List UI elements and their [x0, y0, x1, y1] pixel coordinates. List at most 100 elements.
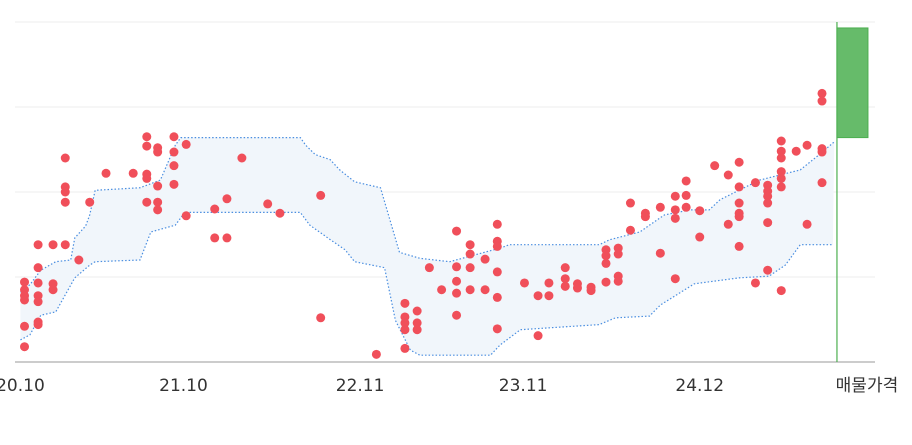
data-point — [763, 218, 773, 228]
data-point — [465, 249, 475, 259]
data-point — [723, 170, 733, 180]
data-point — [128, 168, 138, 178]
data-point — [572, 283, 582, 293]
data-point — [181, 211, 191, 221]
data-point — [492, 324, 502, 334]
data-point — [750, 178, 760, 188]
data-point — [74, 255, 84, 265]
data-point — [210, 233, 220, 243]
data-point — [681, 190, 691, 200]
data-point — [33, 240, 43, 250]
data-point — [275, 208, 285, 218]
data-point — [142, 141, 152, 151]
data-point — [776, 173, 786, 183]
data-point — [695, 206, 705, 216]
data-point — [181, 139, 191, 149]
data-point — [169, 179, 179, 189]
data-point — [776, 146, 786, 156]
data-point — [544, 278, 554, 288]
data-point — [169, 161, 179, 171]
data-point — [222, 233, 232, 243]
data-point — [452, 288, 462, 298]
data-point — [263, 199, 273, 209]
data-point — [237, 153, 247, 163]
listing-label: 매물가격 — [836, 376, 899, 396]
data-point — [169, 132, 179, 142]
data-point — [85, 197, 95, 207]
data-point — [316, 313, 326, 323]
data-point — [763, 198, 773, 208]
data-point — [153, 181, 163, 191]
data-point — [723, 219, 733, 229]
data-point — [60, 153, 70, 163]
band-fill — [20, 137, 835, 356]
data-point — [222, 194, 232, 204]
data-point — [560, 274, 570, 284]
data-point — [763, 191, 773, 201]
data-point — [734, 157, 744, 167]
data-point — [817, 88, 827, 98]
data-point — [452, 226, 462, 236]
data-point — [412, 306, 422, 316]
data-point — [33, 278, 43, 288]
data-point — [817, 96, 827, 106]
data-point — [544, 291, 554, 301]
data-point — [776, 136, 786, 146]
data-point — [492, 292, 502, 302]
data-point — [210, 204, 220, 214]
data-point — [791, 146, 801, 156]
data-point — [142, 197, 152, 207]
data-point — [412, 325, 422, 335]
data-point — [142, 173, 152, 183]
data-point — [763, 265, 773, 275]
data-point — [492, 241, 502, 251]
data-point — [492, 267, 502, 277]
band-upper-line — [20, 137, 835, 293]
data-point — [776, 167, 786, 177]
x-tick-label: 23.11 — [499, 376, 548, 396]
data-point — [153, 205, 163, 215]
data-point — [492, 219, 502, 229]
data-point — [519, 278, 529, 288]
data-point — [33, 320, 43, 330]
data-point — [640, 212, 650, 222]
data-point — [424, 263, 434, 273]
data-point — [817, 147, 827, 157]
data-point — [776, 182, 786, 192]
data-point — [153, 197, 163, 207]
data-point — [153, 147, 163, 157]
data-point — [371, 349, 381, 359]
data-point — [412, 318, 422, 328]
data-point — [734, 212, 744, 222]
data-point — [734, 198, 744, 208]
data-point — [33, 297, 43, 307]
data-point — [560, 263, 570, 273]
band-lower-line — [20, 211, 833, 356]
data-point — [710, 161, 720, 171]
data-point — [400, 343, 410, 353]
data-point — [452, 262, 462, 272]
x-tick-label: 21.10 — [159, 376, 208, 396]
data-point — [60, 187, 70, 197]
data-point — [452, 276, 462, 286]
data-point — [681, 202, 691, 212]
data-point — [586, 286, 596, 296]
data-point — [142, 132, 152, 142]
data-point — [60, 240, 70, 250]
data-point — [613, 276, 623, 286]
data-point — [20, 321, 30, 331]
data-point — [670, 205, 680, 215]
data-point — [48, 240, 58, 250]
data-point — [533, 291, 543, 301]
data-point — [316, 190, 326, 200]
data-point — [670, 213, 680, 223]
data-point — [20, 295, 30, 305]
data-point — [681, 176, 691, 186]
data-point — [601, 277, 611, 287]
data-point — [734, 182, 744, 192]
data-point — [802, 140, 812, 150]
data-point — [20, 342, 30, 352]
data-point — [533, 331, 543, 341]
data-point — [601, 258, 611, 268]
